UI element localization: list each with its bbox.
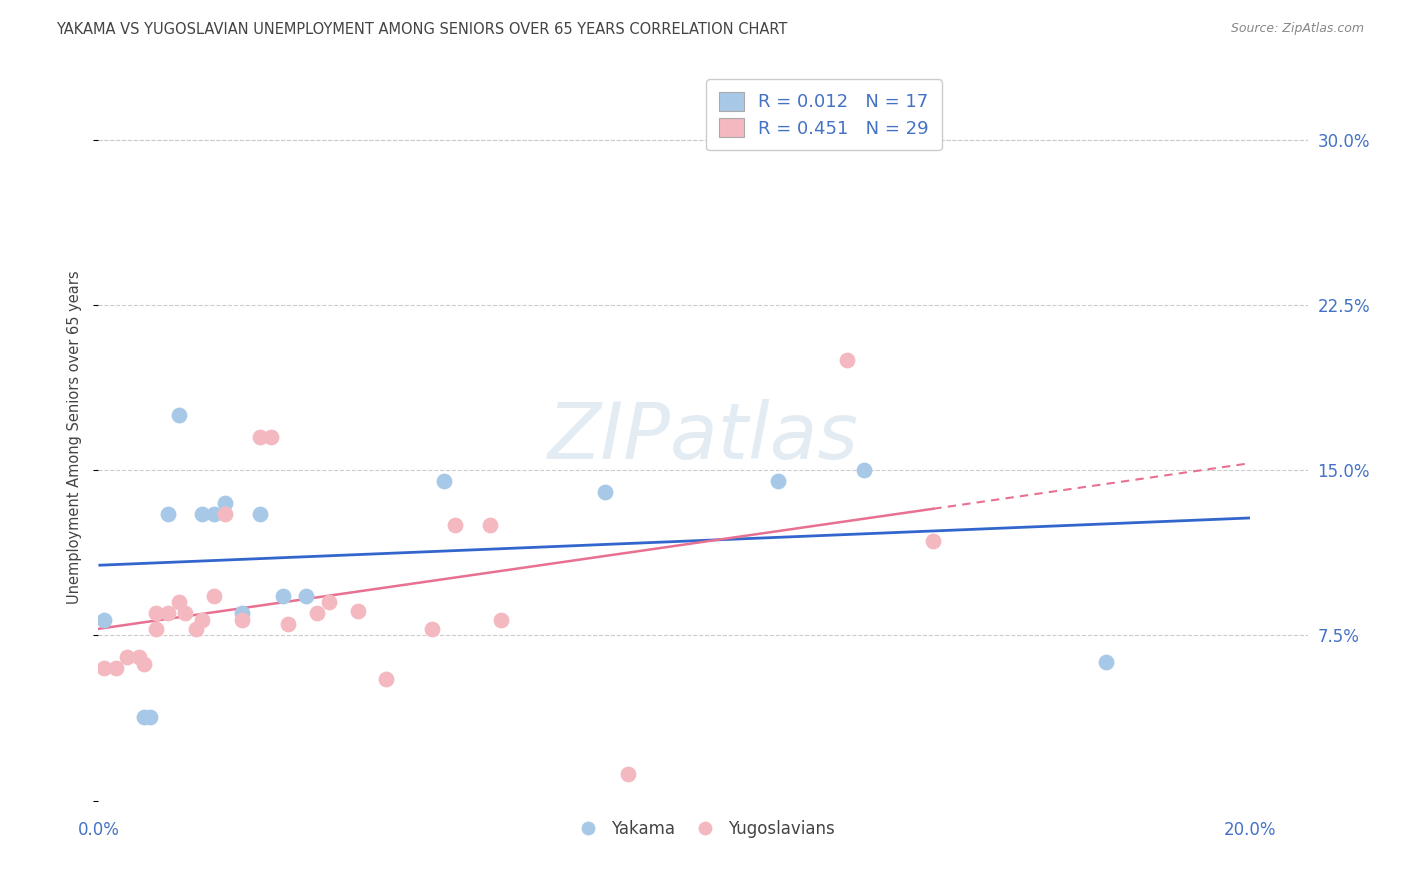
- Point: [231, 613, 253, 627]
- Point: [433, 474, 456, 488]
- Point: [346, 604, 368, 618]
- Point: [617, 767, 640, 781]
- Point: [249, 430, 271, 444]
- Point: [593, 485, 616, 500]
- Text: YAKAMA VS YUGOSLAVIAN UNEMPLOYMENT AMONG SENIORS OVER 65 YEARS CORRELATION CHART: YAKAMA VS YUGOSLAVIAN UNEMPLOYMENT AMONG…: [56, 22, 787, 37]
- Point: [853, 463, 876, 477]
- Point: [260, 430, 283, 444]
- Point: [277, 617, 299, 632]
- Point: [202, 589, 225, 603]
- Point: [294, 589, 316, 603]
- Point: [214, 496, 236, 510]
- Point: [231, 607, 253, 621]
- Point: [167, 408, 190, 422]
- Point: [145, 622, 167, 636]
- Point: [922, 533, 945, 548]
- Legend: Yakama, Yugoslavians: Yakama, Yugoslavians: [564, 814, 842, 845]
- Point: [93, 613, 115, 627]
- Point: [318, 595, 340, 609]
- Point: [134, 657, 156, 671]
- Point: [173, 607, 195, 621]
- Point: [1095, 655, 1118, 669]
- Point: [214, 507, 236, 521]
- Y-axis label: Unemployment Among Seniors over 65 years: Unemployment Among Seniors over 65 years: [67, 270, 83, 604]
- Point: [139, 710, 162, 724]
- Point: [167, 595, 190, 609]
- Text: Source: ZipAtlas.com: Source: ZipAtlas.com: [1230, 22, 1364, 36]
- Point: [444, 518, 467, 533]
- Point: [375, 673, 398, 687]
- Point: [202, 507, 225, 521]
- Point: [191, 613, 214, 627]
- Point: [93, 661, 115, 675]
- Point: [422, 622, 444, 636]
- Point: [491, 613, 513, 627]
- Point: [835, 353, 858, 368]
- Point: [186, 622, 208, 636]
- Point: [766, 474, 789, 488]
- Point: [249, 507, 271, 521]
- Point: [104, 661, 127, 675]
- Point: [145, 607, 167, 621]
- Point: [134, 710, 156, 724]
- Point: [156, 607, 179, 621]
- Point: [128, 650, 150, 665]
- Point: [191, 507, 214, 521]
- Point: [156, 507, 179, 521]
- Point: [115, 650, 138, 665]
- Point: [271, 589, 294, 603]
- Point: [478, 518, 501, 533]
- Point: [307, 607, 329, 621]
- Text: ZIPatlas: ZIPatlas: [547, 399, 859, 475]
